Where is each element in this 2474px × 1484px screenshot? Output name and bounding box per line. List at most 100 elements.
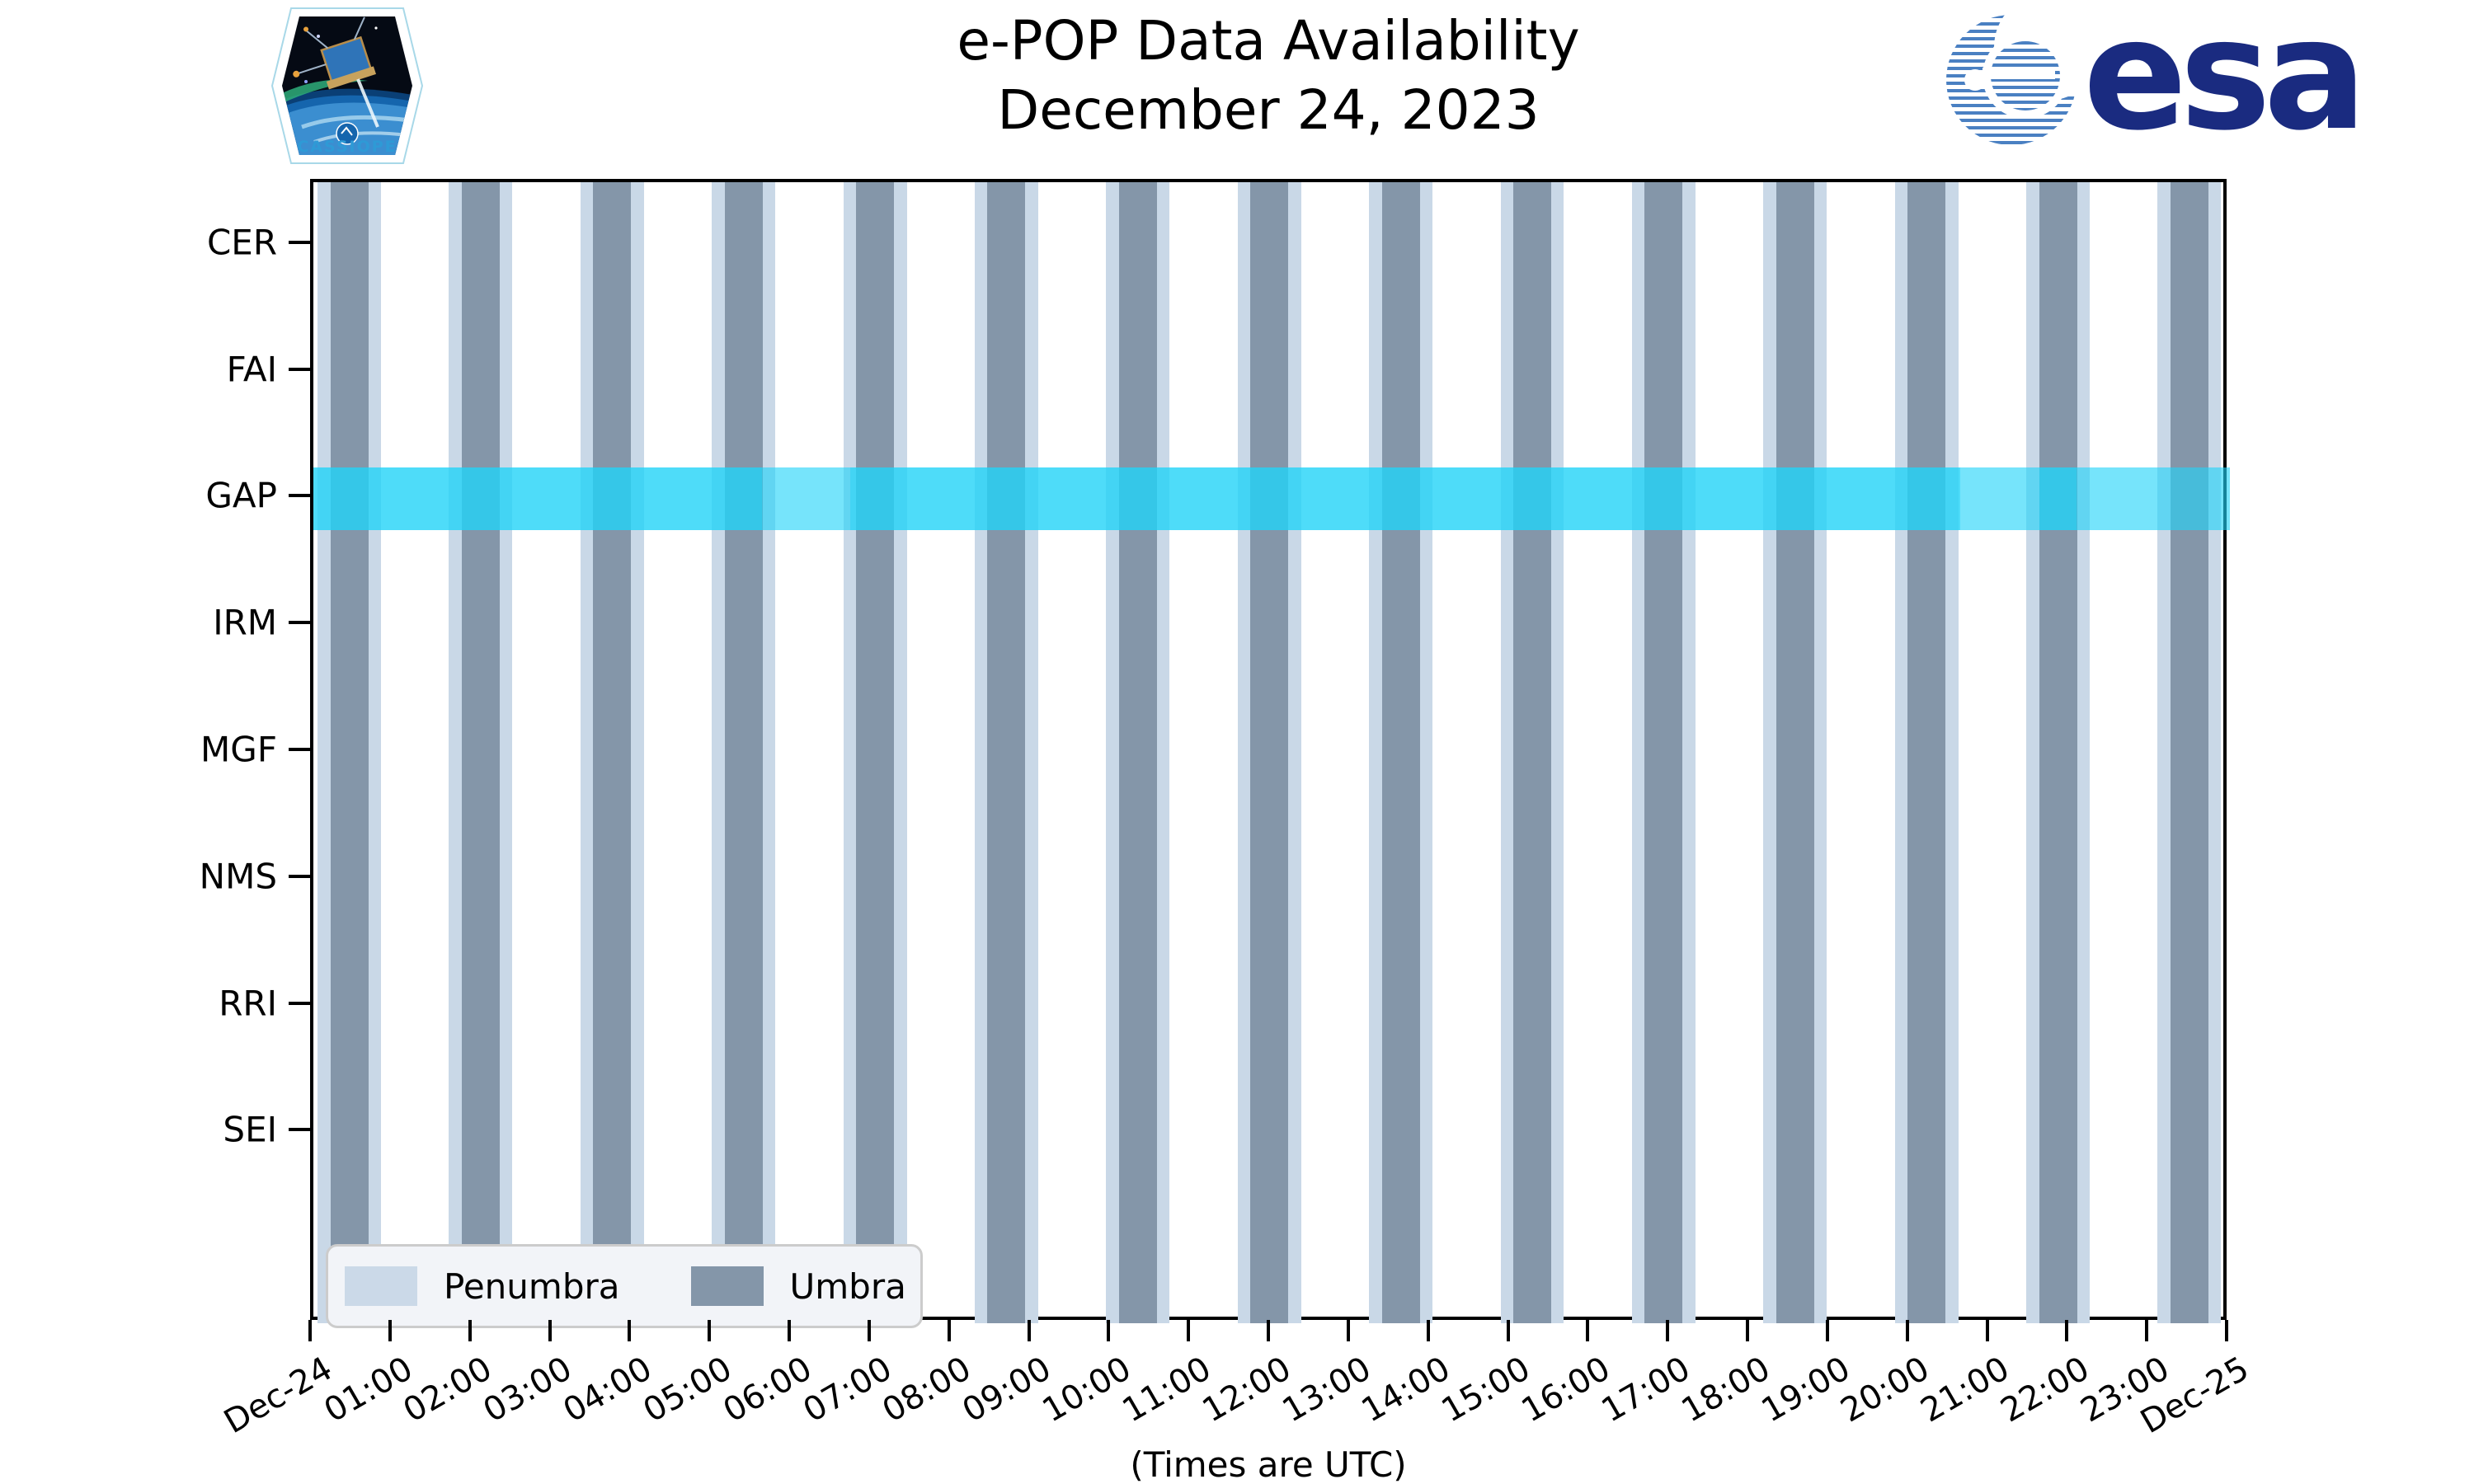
x-tick-mark — [628, 1320, 632, 1341]
x-tick-mark — [388, 1320, 392, 1341]
y-tick-label-gap: GAP — [205, 475, 277, 516]
y-tick-mark — [289, 621, 310, 625]
cassiope-mission-logo: CASSIOPE — [269, 3, 426, 168]
penumbra-strip — [1419, 182, 1433, 1323]
penumbra-strip — [1500, 182, 1513, 1323]
y-tick-mark — [289, 367, 310, 371]
esa-globe-e-bar — [1982, 68, 2055, 79]
penumbra-strip — [762, 182, 776, 1323]
esa-logo: esa — [1946, 0, 2367, 164]
umbra-bar — [856, 182, 895, 1323]
gap-availability-bar — [1959, 467, 2039, 531]
penumbra-strip — [1813, 182, 1827, 1323]
penumbra-strip — [843, 182, 857, 1323]
penumbra-strip — [499, 182, 513, 1323]
penumbra-strip — [1288, 182, 1301, 1323]
x-tick-mark — [1985, 1320, 1989, 1341]
x-tick-mark — [308, 1320, 312, 1341]
legend-swatch-umbra — [690, 1266, 764, 1306]
penumbra-strip — [1682, 182, 1696, 1323]
gap-availability-bar — [849, 467, 1960, 531]
y-tick-mark — [289, 874, 310, 878]
y-tick-mark — [289, 748, 310, 751]
x-tick-mark — [1666, 1320, 1670, 1341]
x-tick-label: 11:00 — [1116, 1350, 1218, 1430]
x-tick-label: 05:00 — [637, 1350, 739, 1430]
penumbra-strip — [368, 182, 381, 1323]
penumbra-strip — [1025, 182, 1038, 1323]
gap-availability-bar — [2039, 467, 2077, 531]
umbra-bar — [1250, 182, 1289, 1323]
x-tick-mark — [708, 1320, 712, 1341]
x-tick-mark — [1506, 1320, 1510, 1341]
x-tick-mark — [1586, 1320, 1590, 1341]
x-tick-mark — [1027, 1320, 1031, 1341]
x-tick-label: 18:00 — [1675, 1350, 1776, 1430]
legend: Penumbra Umbra — [326, 1244, 923, 1328]
legend-item-umbra: Umbra — [690, 1266, 906, 1307]
umbra-bar — [461, 182, 500, 1323]
x-tick-label: 01:00 — [317, 1350, 419, 1430]
umbra-bar — [1644, 182, 1683, 1323]
penumbra-strip — [1763, 182, 1776, 1323]
x-tick-mark — [468, 1320, 472, 1341]
gap-availability-bar — [2077, 467, 2230, 531]
penumbra-strip — [1237, 182, 1251, 1323]
y-tick-label-fai: FAI — [226, 349, 277, 390]
legend-item-penumbra: Penumbra — [345, 1266, 620, 1307]
chart-subtitle-date: December 24, 2023 — [997, 78, 1540, 143]
x-tick-label: 15:00 — [1435, 1350, 1537, 1430]
x-tick-mark — [1825, 1320, 1829, 1341]
gap-availability-bar — [762, 467, 850, 531]
plot-area — [310, 179, 2230, 1323]
penumbra-strip — [1945, 182, 1959, 1323]
penumbra-strip — [2157, 182, 2171, 1323]
cassiope-logo-text: CASSIOPE — [297, 138, 397, 156]
x-tick-label: 04:00 — [557, 1350, 659, 1430]
penumbra-strip — [2026, 182, 2039, 1323]
x-tick-label: 22:00 — [1994, 1350, 2096, 1430]
penumbra-strip — [449, 182, 462, 1323]
x-tick-mark — [1905, 1320, 1909, 1341]
x-tick-mark — [1187, 1320, 1191, 1341]
x-tick-mark — [1346, 1320, 1350, 1341]
x-tick-mark — [1267, 1320, 1270, 1341]
penumbra-strip — [974, 182, 988, 1323]
umbra-bar — [330, 182, 369, 1323]
umbra-bar — [2039, 182, 2077, 1323]
x-tick-label: 06:00 — [717, 1350, 818, 1430]
x-tick-mark — [2065, 1320, 2069, 1341]
umbra-bar — [1907, 182, 1946, 1323]
penumbra-strip — [2208, 182, 2222, 1323]
umbra-bar — [1381, 182, 1420, 1323]
y-tick-mark — [289, 494, 310, 498]
y-tick-label-mgf: MGF — [200, 729, 277, 770]
penumbra-strip — [1631, 182, 1645, 1323]
x-tick-mark — [1426, 1320, 1430, 1341]
penumbra-strip — [712, 182, 725, 1323]
x-tick-mark — [548, 1320, 552, 1341]
y-tick-label-rri: RRI — [219, 983, 277, 1024]
legend-label-penumbra: Penumbra — [444, 1266, 620, 1307]
penumbra-strip — [2077, 182, 2091, 1323]
umbra-bar — [2170, 182, 2208, 1323]
x-tick-label: 14:00 — [1355, 1350, 1457, 1430]
y-tick-label-sei: SEI — [223, 1109, 277, 1150]
penumbra-strip — [631, 182, 644, 1323]
x-tick-label: 16:00 — [1515, 1350, 1617, 1430]
x-tick-mark — [947, 1320, 951, 1341]
chart-title: e-POP Data Availability — [957, 9, 1580, 73]
y-tick-label-irm: IRM — [213, 602, 277, 643]
chart-title-block: e-POP Data Availability December 24, 202… — [856, 7, 1681, 146]
y-tick-mark — [289, 1001, 310, 1005]
umbra-bar — [1513, 182, 1551, 1323]
gap-availability-bar — [313, 467, 763, 531]
x-tick-label: 20:00 — [1834, 1350, 1936, 1430]
esa-globe-dot — [1964, 69, 1986, 91]
x-tick-label: 12:00 — [1196, 1350, 1297, 1430]
penumbra-strip — [1369, 182, 1382, 1323]
x-tick-mark — [2225, 1320, 2228, 1341]
penumbra-strip — [1106, 182, 1119, 1323]
legend-label-umbra: Umbra — [789, 1266, 906, 1307]
